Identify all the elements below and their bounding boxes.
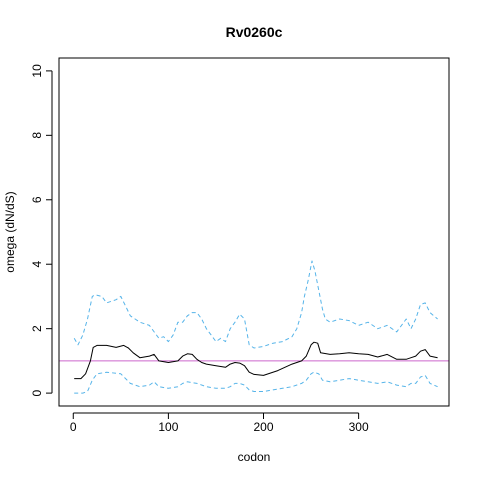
x-tick-label-1: 100 [158,420,178,434]
series-line-2 [74,371,438,394]
x-tick-label-2: 200 [253,420,273,434]
chart-title: Rv0260c [226,24,283,40]
series-line-0 [74,341,438,380]
y-tick-label-1: 2 [30,325,44,332]
x-tick-label-0: 0 [70,420,77,434]
y-tick-label-2: 4 [30,261,44,268]
y-tick-label-5: 10 [30,64,44,78]
x-tick-label-3: 300 [349,420,369,434]
y-axis-label: omega (dN/dS) [3,191,17,272]
y-tick-label-0: 0 [30,389,44,396]
series-line-1 [73,260,438,349]
x-axis-label: codon [238,450,271,464]
y-tick-label-4: 8 [30,132,44,139]
plot-area-frame [58,57,450,407]
y-tick-label-3: 6 [30,196,44,203]
